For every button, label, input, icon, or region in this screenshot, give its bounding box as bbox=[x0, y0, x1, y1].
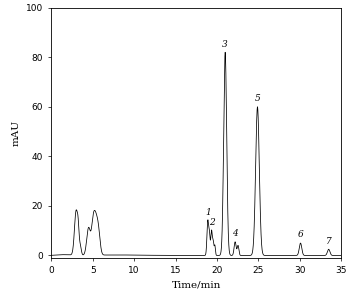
X-axis label: Time/min: Time/min bbox=[172, 281, 221, 290]
Text: 7: 7 bbox=[326, 237, 332, 245]
Text: 6: 6 bbox=[298, 230, 303, 239]
Text: 3: 3 bbox=[222, 40, 228, 49]
Text: 2: 2 bbox=[208, 218, 214, 227]
Text: 1: 1 bbox=[205, 208, 211, 217]
Text: 5: 5 bbox=[254, 94, 260, 103]
Y-axis label: mAU: mAU bbox=[11, 120, 20, 146]
Text: 4: 4 bbox=[232, 229, 238, 238]
